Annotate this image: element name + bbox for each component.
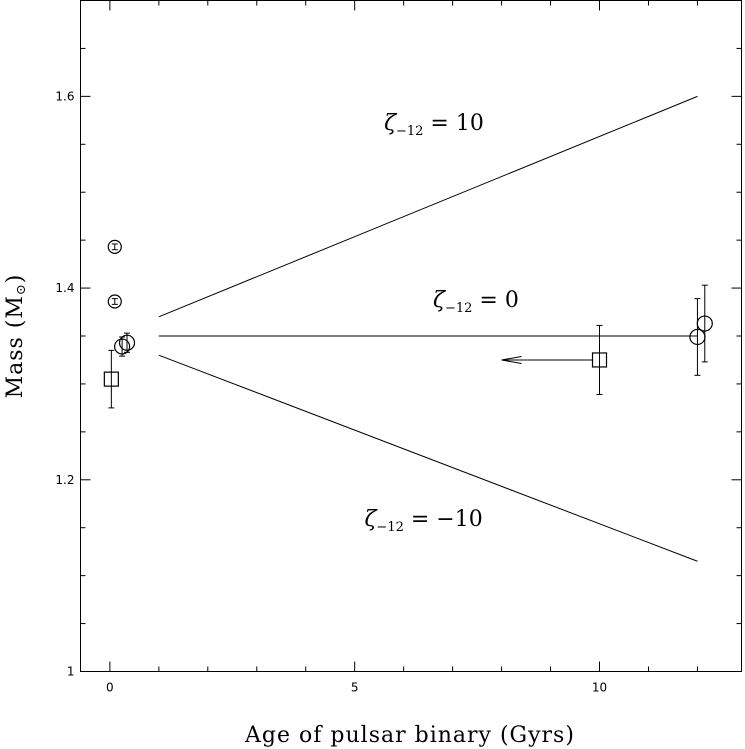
line-label-1: ζ−12 = 0 bbox=[433, 288, 519, 316]
y-axis-label: Mass (M⊙) bbox=[3, 274, 29, 399]
tick-labels: 1 1.2 1.4 1.6 0 5 10 bbox=[55, 89, 607, 694]
y-tick-label: 1.2 bbox=[55, 473, 74, 487]
circle-marker-small bbox=[107, 294, 122, 309]
data-point-6 bbox=[689, 298, 706, 376]
x-axis-label: Age of pulsar binary (Gyrs) bbox=[244, 723, 575, 748]
x-tick-label: 10 bbox=[592, 681, 607, 695]
model-line-0 bbox=[158, 95, 698, 318]
data-point-5 bbox=[501, 324, 608, 395]
y-tick-label: 1 bbox=[67, 665, 75, 679]
circle-marker bbox=[114, 338, 131, 355]
data-point-7 bbox=[696, 284, 713, 363]
data-point-2 bbox=[114, 336, 131, 357]
square-marker bbox=[103, 371, 119, 387]
y-tick-label: 1.6 bbox=[55, 89, 74, 103]
data-point-0 bbox=[107, 239, 122, 254]
model-lines bbox=[158, 95, 698, 562]
y-tick-label: 1.4 bbox=[55, 281, 74, 295]
model-line-2 bbox=[158, 354, 698, 562]
line-label-2: ζ−12 = −10 bbox=[364, 507, 482, 535]
arrow-head bbox=[501, 355, 522, 364]
line-label-0: ζ−12 = 10 bbox=[384, 111, 484, 139]
circle-marker bbox=[696, 315, 713, 332]
circle-marker bbox=[118, 334, 136, 351]
circle-marker-small bbox=[107, 239, 122, 254]
data-point-3 bbox=[118, 332, 136, 353]
x-tick-label: 5 bbox=[351, 681, 359, 695]
data-point-4 bbox=[103, 349, 119, 409]
line-annotations: ζ−12 = 10 ζ−12 = 0 ζ−12 = −10 bbox=[364, 111, 518, 535]
data-point-1 bbox=[107, 294, 122, 309]
sun-symbol: ⊙ bbox=[14, 283, 29, 295]
x-tick-label: 0 bbox=[106, 681, 114, 695]
axis-ticks bbox=[80, 0, 742, 672]
data-points bbox=[103, 239, 713, 409]
